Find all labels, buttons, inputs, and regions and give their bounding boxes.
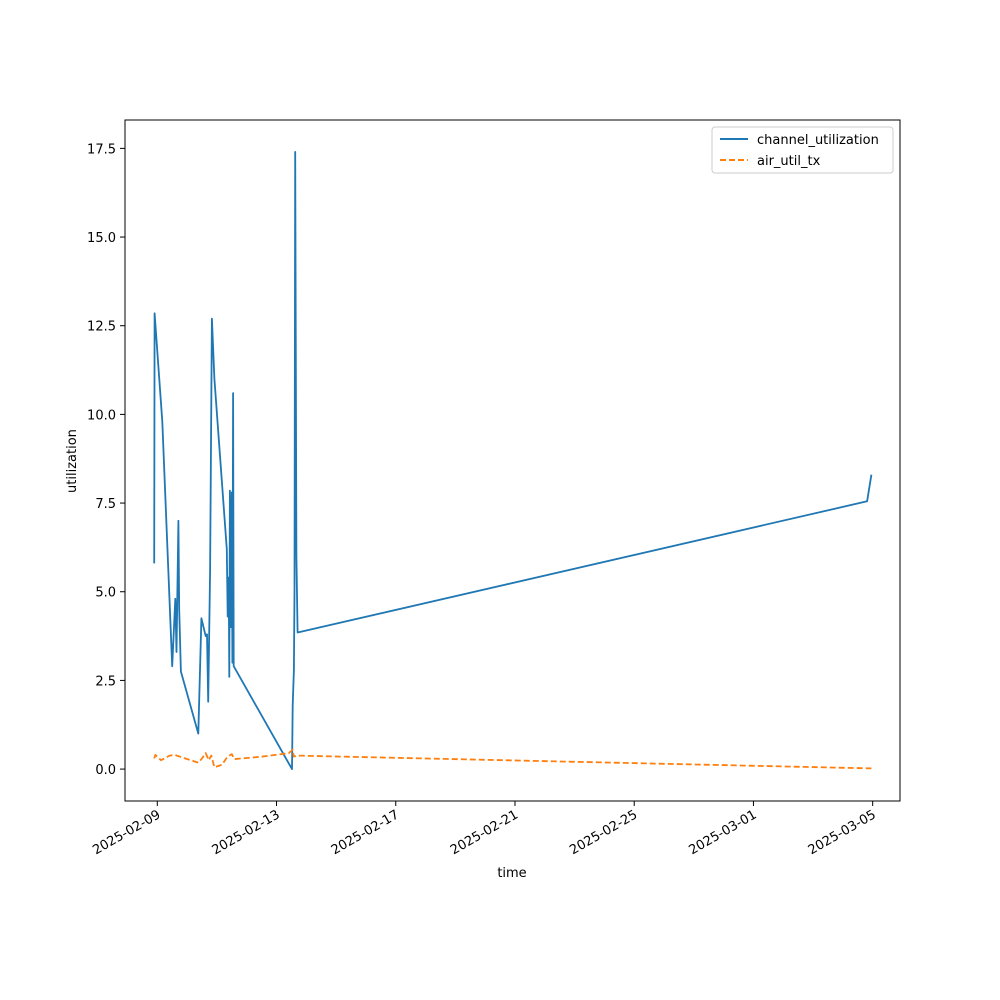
x-tick-label-6: 2025-03-05 xyxy=(806,807,879,858)
x-tick-label-4: 2025-02-25 xyxy=(567,807,640,858)
x-tick-label-2: 2025-02-17 xyxy=(329,807,402,858)
y-tick-label-2: 5.0 xyxy=(95,586,116,601)
y-tick-label-1: 2.5 xyxy=(95,674,116,689)
y-tick-label-0: 0.0 xyxy=(95,763,116,778)
y-tick-label-7: 17.5 xyxy=(87,142,116,157)
series-line-channel-utilization xyxy=(153,151,873,770)
x-axis-label: time xyxy=(497,866,526,881)
y-tick-label-6: 15.0 xyxy=(87,231,116,246)
series-lines xyxy=(153,151,873,770)
series-line-air-util-tx xyxy=(153,748,872,770)
y-axis-ticks: 0.0 2.5 5.0 7.5 10.0 12.5 15.0 17.5 xyxy=(87,142,125,778)
y-tick-label-4: 10.0 xyxy=(87,408,116,423)
y-tick-label-5: 12.5 xyxy=(87,320,116,335)
x-tick-label-5: 2025-03-01 xyxy=(687,807,760,858)
legend-frame xyxy=(711,126,894,174)
x-axis-ticks: 2025-02-09 2025-02-13 2025-02-17 2025-02-21… xyxy=(90,801,879,858)
legend-label-air-util-tx: air_util_tx xyxy=(757,154,821,169)
x-tick-label-0: 2025-02-09 xyxy=(90,807,163,858)
legend-label-channel-utilization: channel_utilization xyxy=(757,133,879,148)
x-tick-label-3: 2025-02-21 xyxy=(448,807,521,858)
legend: channel_utilization air_util_tx xyxy=(711,126,894,174)
y-axis-label: utilization xyxy=(65,429,80,493)
y-tick-label-3: 7.5 xyxy=(95,497,116,512)
x-tick-label-1: 2025-02-13 xyxy=(210,807,283,858)
plot-frame xyxy=(124,119,901,802)
